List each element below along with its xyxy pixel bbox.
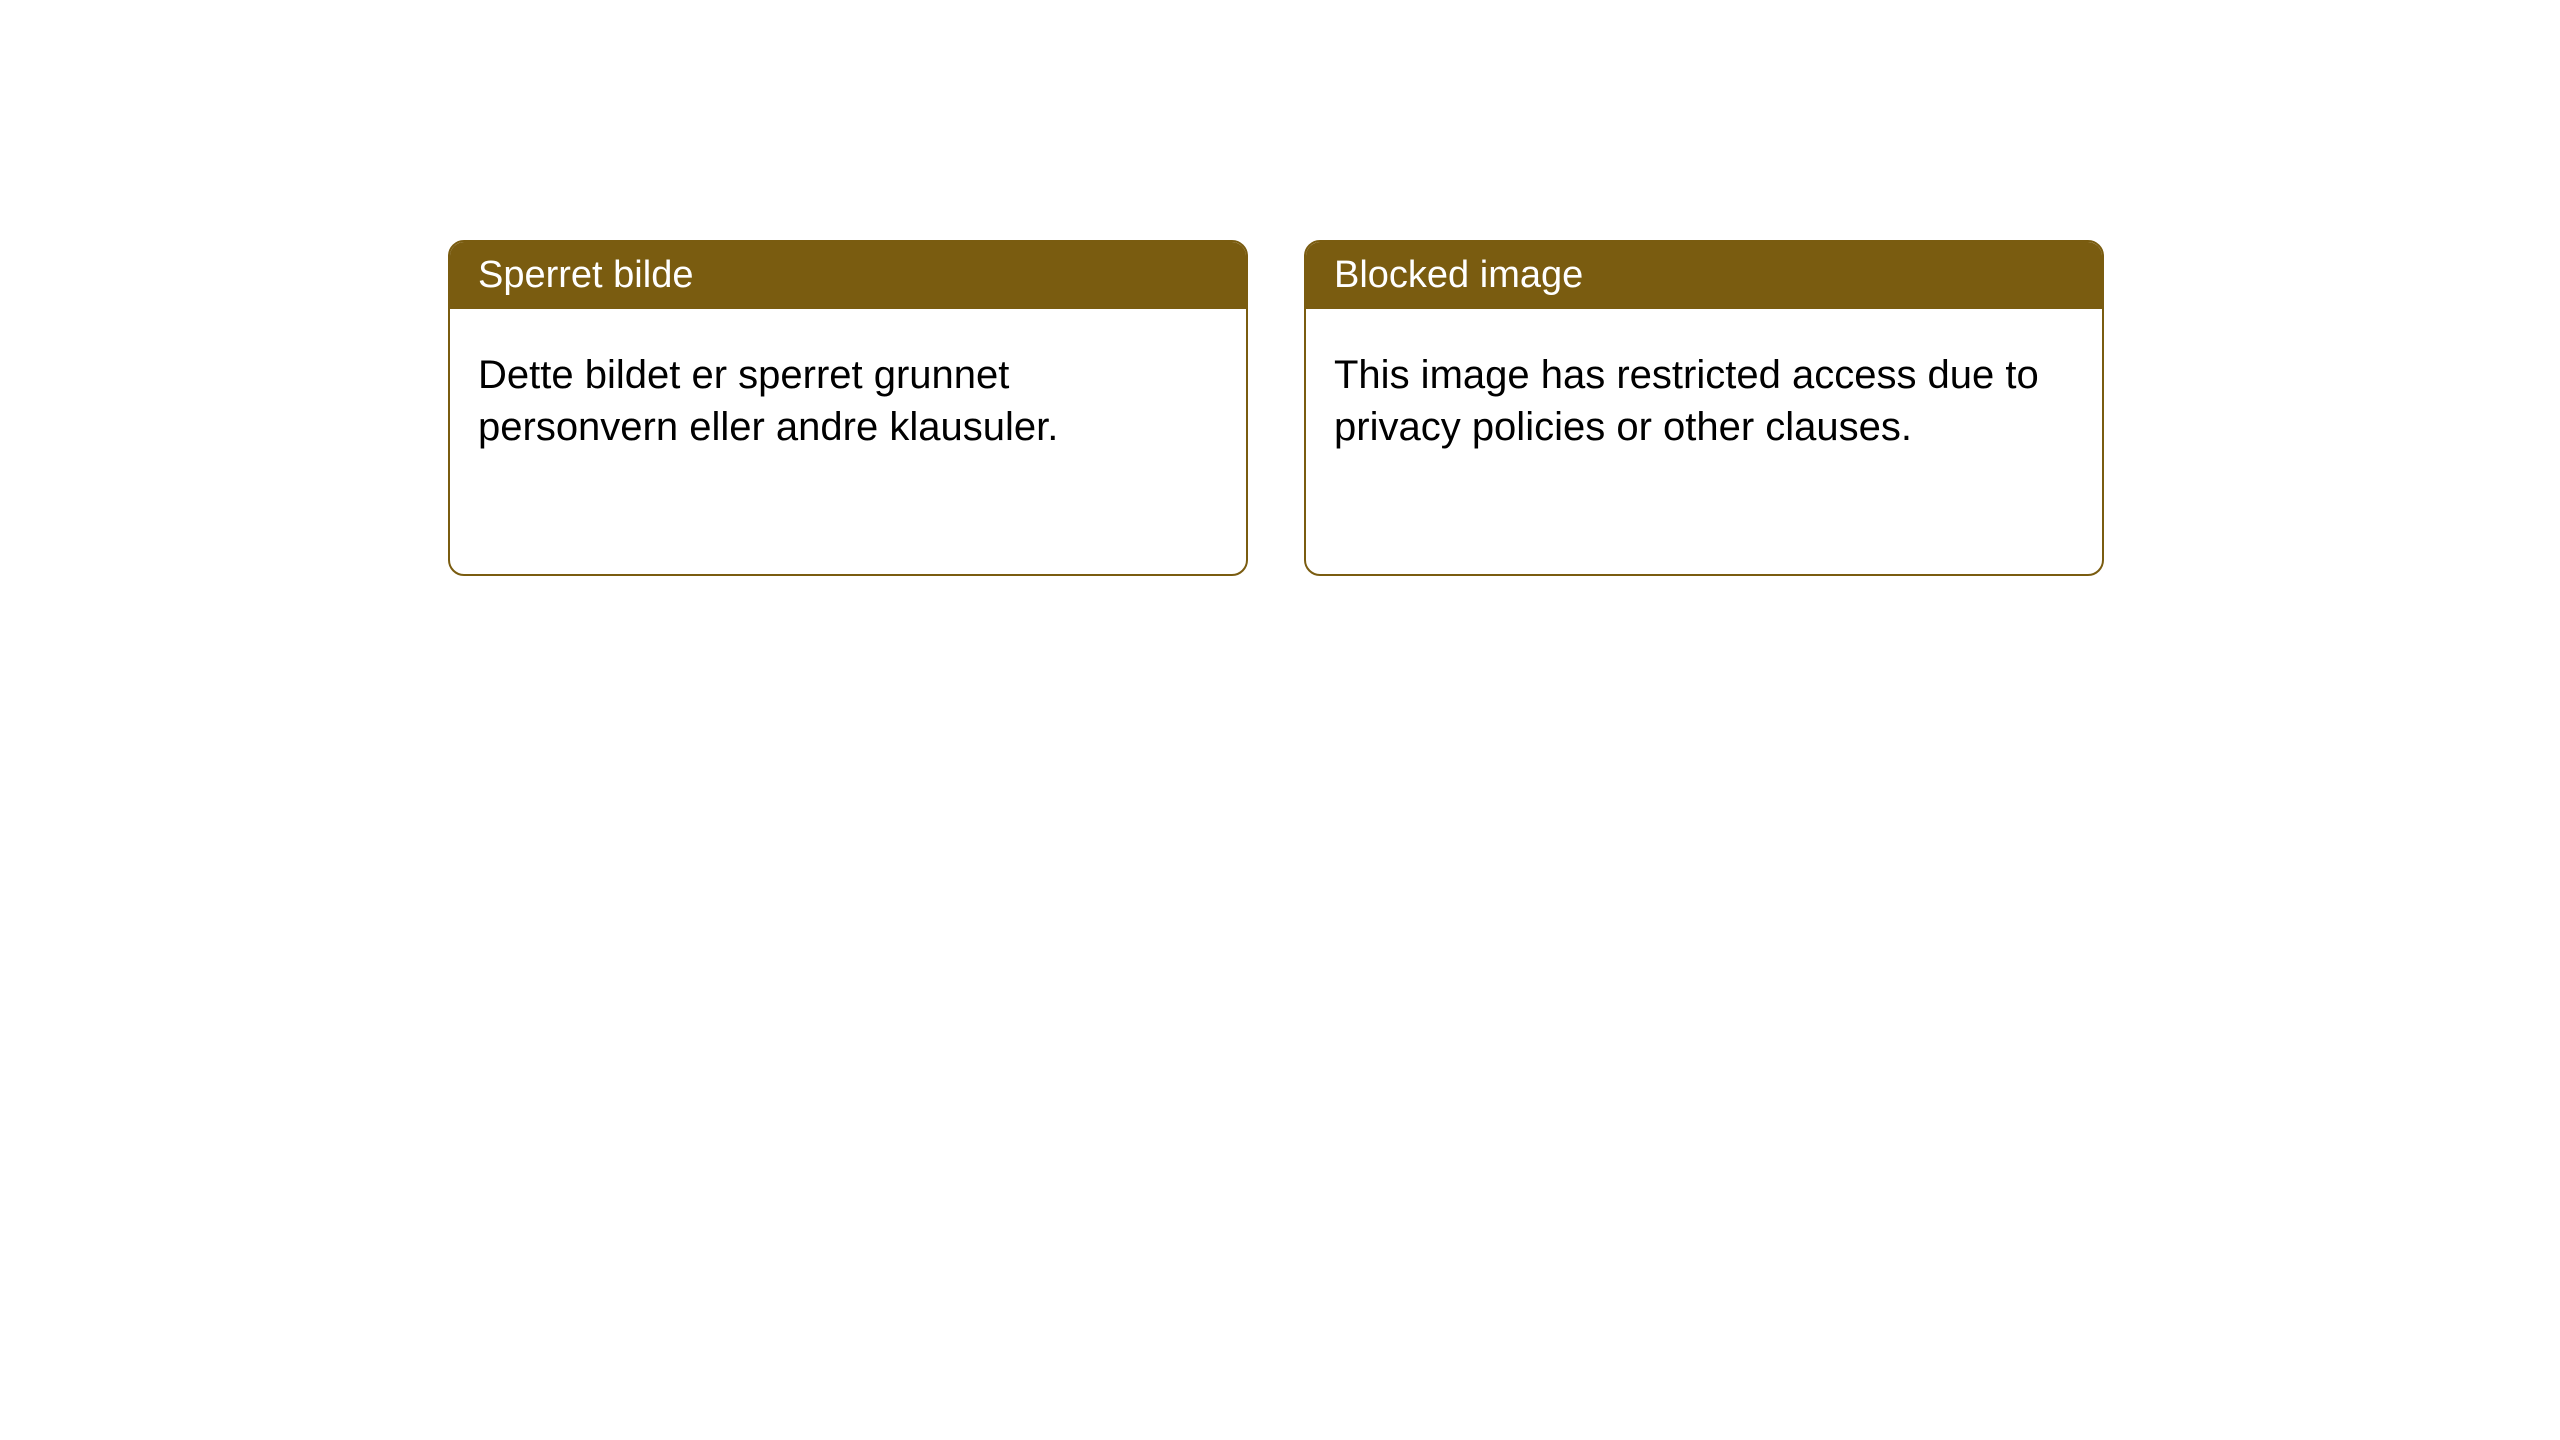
notice-container: Sperret bilde Dette bildet er sperret gr… [448,240,2560,576]
notice-title: Sperret bilde [450,242,1246,309]
notice-body: This image has restricted access due to … [1306,309,2102,493]
notice-box-english: Blocked image This image has restricted … [1304,240,2104,576]
notice-box-norwegian: Sperret bilde Dette bildet er sperret gr… [448,240,1248,576]
notice-title: Blocked image [1306,242,2102,309]
notice-body: Dette bildet er sperret grunnet personve… [450,309,1246,493]
